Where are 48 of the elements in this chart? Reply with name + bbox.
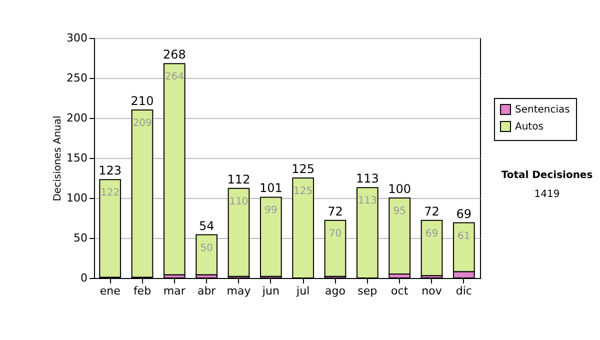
total-label: 100	[388, 182, 412, 196]
x-tick-label: jun	[261, 284, 280, 298]
data-label: 110	[229, 196, 248, 208]
total-label: 72	[424, 204, 440, 218]
total-label: 210	[130, 94, 154, 108]
x-tick-label: may	[226, 284, 252, 298]
data-label: 122	[100, 188, 120, 199]
x-tick-label: dic	[456, 284, 472, 298]
x-tick-label: sep	[358, 284, 378, 298]
x-tick-label: nov	[422, 284, 442, 298]
data-label: 113	[358, 196, 377, 207]
total-label: 268	[162, 48, 186, 62]
x-tick-label: feb	[133, 284, 152, 298]
y-tick-label: 300	[66, 32, 88, 44]
total-label: 125	[292, 162, 315, 176]
total-label: 113	[356, 172, 379, 186]
text: Total Decisiones	[500, 170, 594, 181]
data-label: 99	[264, 205, 278, 216]
total-label: 54	[198, 218, 214, 233]
y-tick-label: 250	[66, 72, 88, 84]
x-tick-label: ene	[100, 284, 121, 298]
data-label: 95	[393, 206, 406, 217]
total-label: 69	[456, 206, 472, 221]
total-label: 72	[328, 204, 343, 218]
legend-label: Sentencias	[515, 104, 570, 116]
text: 1419	[533, 189, 561, 200]
data-label: 50	[200, 242, 213, 254]
x-tick-label: mar	[163, 284, 186, 298]
y-tick-label: 100	[66, 192, 88, 204]
data-label: 264	[164, 72, 184, 83]
x-tick-label: abr	[197, 284, 216, 298]
data-label: 69	[425, 228, 438, 240]
data-label: 125	[294, 186, 313, 197]
legend-label: Autos	[515, 122, 544, 132]
x-tick-label: jul	[296, 284, 310, 298]
y-tick-label: 50	[74, 232, 88, 244]
data-label: 209	[132, 118, 152, 129]
x-tick-label: ago	[325, 284, 346, 298]
data-label: 61	[458, 230, 470, 242]
y-axis-title: Decisiones Anual	[52, 116, 64, 202]
total-label: 112	[227, 172, 250, 186]
total-label: 101	[259, 181, 282, 196]
y-tick-label: 200	[66, 112, 88, 124]
y-tick-label: 0	[80, 272, 88, 284]
total-label: 123	[98, 164, 122, 178]
data-label: 70	[328, 228, 342, 240]
y-tick-label: 150	[66, 152, 88, 164]
x-tick-label: oct	[391, 284, 409, 298]
